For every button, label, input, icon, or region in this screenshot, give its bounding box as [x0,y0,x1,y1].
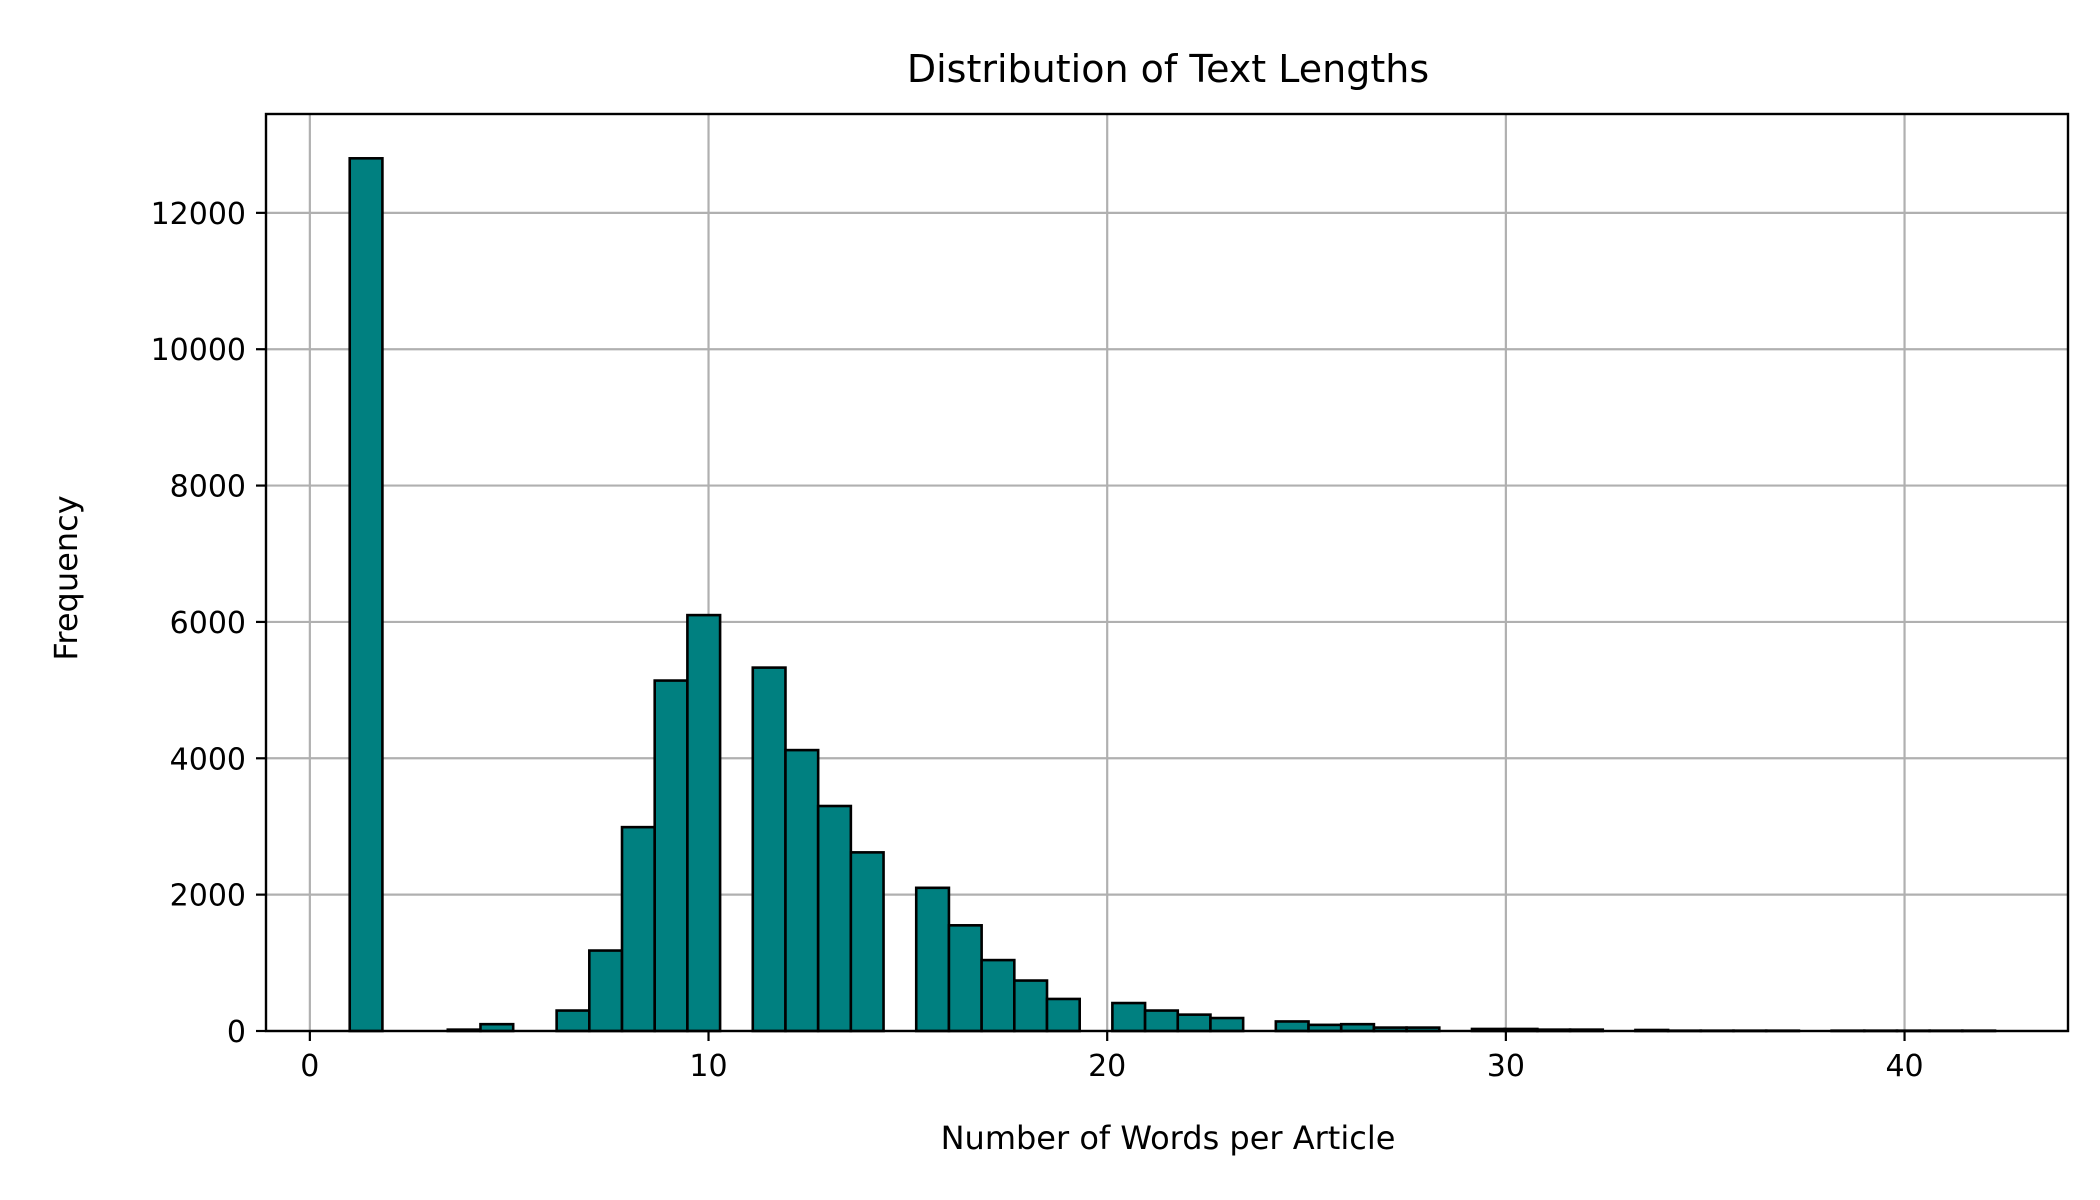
x-tick-label: 10 [689,1049,727,1084]
histogram-bar [816,804,853,1033]
histogram-bar [947,924,983,1033]
y-tick-label: 2000 [170,879,246,914]
histogram-bar [784,748,820,1033]
histogram-bars [348,157,1997,1033]
x-tick-label: 30 [1487,1049,1525,1084]
histogram-bar [1045,997,1081,1033]
histogram-bar [751,666,787,1033]
y-tick-label: 8000 [170,470,246,505]
y-tick-label: 4000 [170,742,246,777]
histogram-bar [1209,1016,1245,1033]
y-tick-label: 12000 [151,197,246,232]
histogram-bar [849,851,885,1033]
histogram-bar [1111,1001,1147,1033]
plot-frame [264,112,2070,1033]
y-axis-label: Frequency [47,495,85,660]
x-tick-label: 0 [300,1049,319,1084]
histogram-bar [1176,1013,1212,1033]
histogram-bar [686,613,722,1033]
y-tick-label: 0 [227,1015,246,1050]
chart-title: Distribution of Text Lengths [907,47,1429,91]
grid-lines [266,114,2068,1033]
axes: 0 10 20 30 40 0 2000 4000 6000 8000 10000 12000 [151,112,2070,1084]
histogram-bar [1274,1020,1310,1033]
y-tick-label: 6000 [170,606,246,641]
histogram-bar [555,1009,591,1033]
x-tick-label: 20 [1088,1049,1126,1084]
histogram-bar [914,886,951,1033]
y-tick-label: 10000 [151,333,246,368]
histogram-bar [620,825,657,1033]
histogram-bar [980,958,1016,1033]
histogram-bar [348,157,384,1033]
histogram-bar [653,679,689,1033]
histogram-bar [1143,1009,1180,1033]
histogram-bar [1013,979,1049,1033]
x-tick-label: 40 [1885,1049,1923,1084]
histogram-bar [588,949,624,1033]
x-axis-label: Number of Words per Article [941,1119,1396,1157]
